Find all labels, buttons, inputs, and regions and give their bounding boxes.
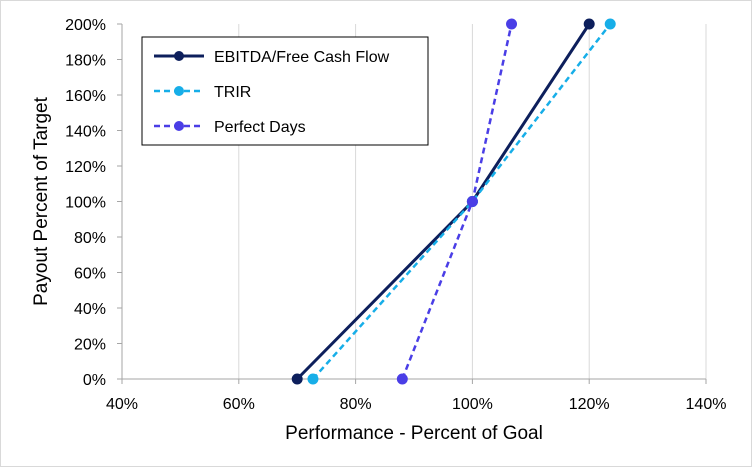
data-point: [583, 18, 595, 30]
legend-label: EBITDA/Free Cash Flow: [214, 49, 390, 66]
legend-label: Perfect Days: [214, 119, 306, 136]
x-tick-label: 120%: [569, 396, 610, 413]
y-tick-label: 80%: [74, 230, 106, 247]
legend-label: TRIR: [214, 84, 251, 101]
legend-swatch-marker: [174, 121, 184, 131]
y-tick-label: 140%: [65, 124, 106, 141]
axes: [117, 23, 707, 384]
x-tick-label: 60%: [223, 396, 255, 413]
data-point: [506, 18, 518, 30]
tick-labels: 40% 60% 80% 100% 120% 140% 0% 20% 40% 60% 80% 100% 1…: [65, 17, 726, 413]
y-axis-title: Payout Percent of Target: [31, 96, 52, 305]
y-tick-label: 0%: [83, 372, 106, 389]
y-tick-label: 120%: [65, 159, 106, 176]
y-tick-label: 100%: [65, 195, 106, 212]
data-point: [396, 373, 408, 385]
data-point: [307, 373, 319, 385]
legend-swatch-marker: [174, 51, 184, 61]
legend-swatch-marker: [174, 86, 184, 96]
x-axis-title: Performance - Percent of Goal: [285, 423, 543, 444]
y-tick-label: 160%: [65, 88, 106, 105]
x-tick-label: 100%: [452, 396, 493, 413]
series-3: [396, 18, 518, 385]
y-tick-label: 200%: [65, 17, 106, 34]
x-tick-label: 140%: [686, 396, 727, 413]
series-group: [291, 18, 616, 385]
legend: EBITDA/Free Cash Flow TRIR Perfect Days: [141, 36, 429, 146]
x-tick-label: 40%: [106, 396, 138, 413]
data-point: [466, 196, 478, 207]
y-tick-label: 20%: [74, 337, 106, 354]
y-tick-label: 60%: [74, 266, 106, 283]
data-point: [604, 18, 616, 30]
data-point: [291, 373, 303, 385]
y-tick-label: 40%: [74, 301, 106, 318]
y-tick-label: 180%: [65, 53, 106, 70]
x-tick-label: 80%: [340, 396, 372, 413]
